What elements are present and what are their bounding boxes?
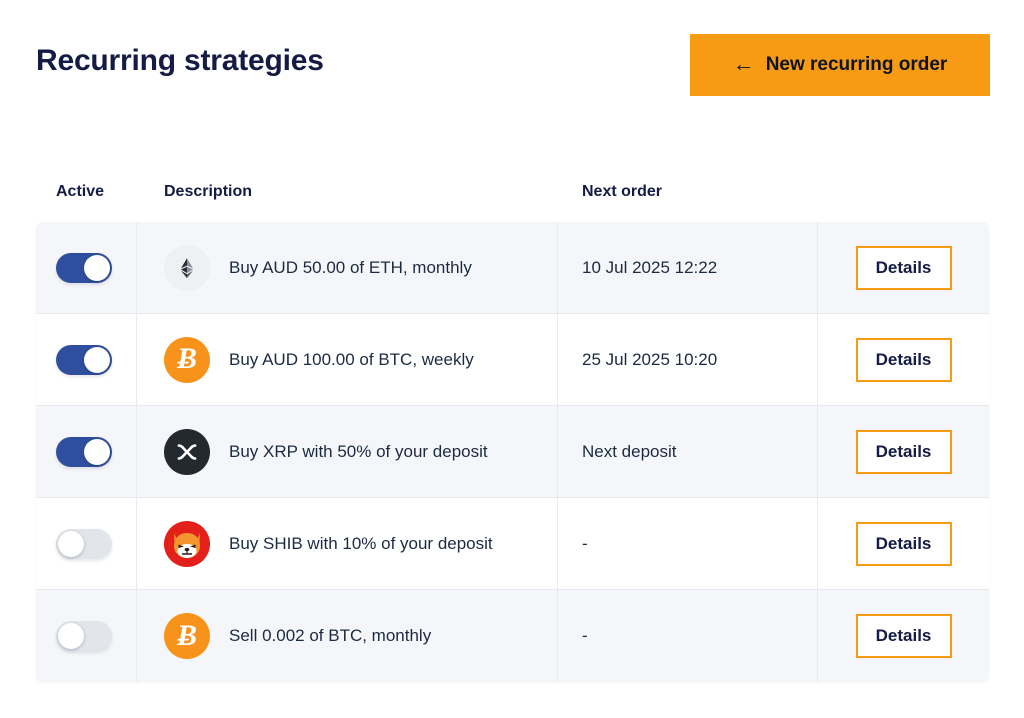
- strategy-description: Buy AUD 50.00 of ETH, monthly: [229, 257, 472, 277]
- next-order-value: 25 Jul 2025 10:20: [582, 349, 718, 369]
- next-order-cell: 25 Jul 2025 10:20: [558, 314, 818, 405]
- next-order-cell: Next deposit: [558, 406, 818, 497]
- table-row: Buy SHIB with 10% of your deposit - Deta…: [36, 498, 989, 590]
- table-body: Buy AUD 50.00 of ETH, monthly 10 Jul 202…: [36, 222, 989, 682]
- next-order-value: Next deposit: [582, 441, 677, 461]
- column-header-next-order: Next order: [582, 183, 663, 200]
- active-toggle[interactable]: [56, 436, 112, 467]
- toggle-knob: [84, 438, 110, 465]
- description-cell: Buy AUD 50.00 of ETH, monthly: [137, 222, 558, 313]
- details-button[interactable]: Details: [855, 337, 952, 382]
- action-cell: Details: [818, 222, 989, 313]
- next-order-value: -: [582, 533, 588, 553]
- table-row: Buy XRP with 50% of your deposit Next de…: [36, 406, 989, 498]
- column-header-active: Active: [56, 183, 105, 200]
- table-row: Ƀ Sell 0.002 of BTC, monthly - Details: [36, 590, 989, 682]
- active-toggle[interactable]: [56, 344, 112, 375]
- active-cell: [36, 498, 137, 589]
- details-button[interactable]: Details: [855, 521, 952, 566]
- column-header-description: Description: [164, 183, 253, 200]
- active-toggle[interactable]: [56, 252, 112, 283]
- strategy-description: Sell 0.002 of BTC, monthly: [229, 626, 432, 645]
- action-cell: Details: [818, 590, 989, 682]
- toggle-knob: [58, 623, 84, 649]
- active-cell: [36, 222, 137, 313]
- bitcoin-icon: Ƀ: [164, 613, 210, 659]
- recurring-strategies-table: Active Description Next order: [36, 162, 989, 682]
- page-header: Recurring strategies ← New recurring ord…: [36, 34, 990, 98]
- strategy-description: Buy SHIB with 10% of your deposit: [229, 533, 493, 553]
- page-title: Recurring strategies: [36, 44, 324, 77]
- action-cell: Details: [818, 406, 989, 497]
- toggle-knob: [58, 530, 84, 557]
- strategy-description: Buy AUD 100.00 of BTC, weekly: [229, 349, 474, 369]
- next-order-cell: -: [558, 498, 818, 589]
- bitcoin-icon: Ƀ: [164, 336, 210, 383]
- xrp-icon: [164, 428, 210, 475]
- toggle-knob: [84, 254, 110, 281]
- description-cell: Ƀ Sell 0.002 of BTC, monthly: [137, 590, 558, 682]
- description-cell: Buy SHIB with 10% of your deposit: [137, 498, 558, 589]
- table-row: Ƀ Buy AUD 100.00 of BTC, weekly 25 Jul 2…: [36, 314, 989, 406]
- table-header-row: Active Description Next order: [36, 162, 989, 222]
- active-toggle[interactable]: [56, 528, 112, 559]
- bitcoin-glyph: Ƀ: [176, 342, 197, 375]
- ethereum-icon: [164, 244, 210, 291]
- next-order-cell: -: [558, 590, 818, 682]
- new-recurring-order-label: New recurring order: [765, 54, 948, 75]
- table-row: Buy AUD 50.00 of ETH, monthly 10 Jul 202…: [36, 222, 989, 314]
- strategy-description: Buy XRP with 50% of your deposit: [229, 441, 488, 461]
- description-cell: Ƀ Buy AUD 100.00 of BTC, weekly: [137, 314, 558, 405]
- description-cell: Buy XRP with 50% of your deposit: [137, 406, 558, 497]
- bitcoin-glyph: Ƀ: [176, 618, 197, 652]
- next-order-cell: 10 Jul 2025 12:22: [558, 222, 818, 313]
- action-cell: Details: [818, 314, 989, 405]
- active-toggle[interactable]: [56, 621, 112, 651]
- next-order-value: -: [582, 626, 588, 645]
- active-cell: [36, 406, 137, 497]
- active-cell: [36, 590, 137, 682]
- new-recurring-order-button[interactable]: ← New recurring order: [690, 34, 990, 96]
- details-button[interactable]: Details: [855, 245, 952, 290]
- details-button[interactable]: Details: [855, 614, 952, 658]
- details-button[interactable]: Details: [855, 429, 952, 474]
- action-cell: Details: [818, 498, 989, 589]
- next-order-value: 10 Jul 2025 12:22: [582, 257, 718, 277]
- toggle-knob: [84, 346, 110, 373]
- shiba-inu-icon: [164, 520, 210, 567]
- arrow-left-icon: ←: [732, 51, 755, 76]
- active-cell: [36, 314, 137, 405]
